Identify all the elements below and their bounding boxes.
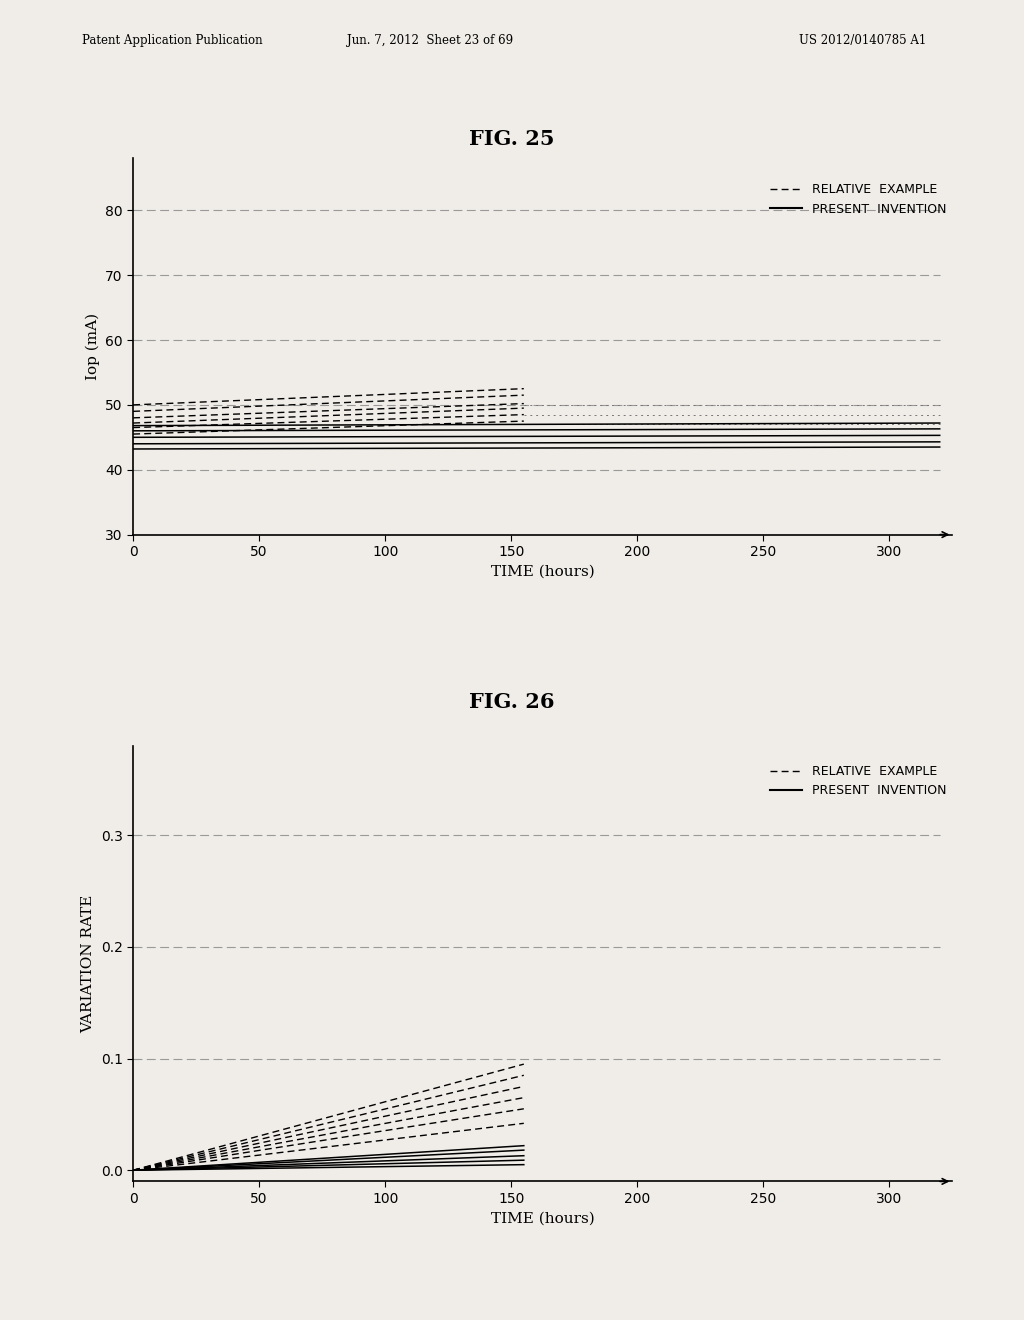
Text: FIG. 25: FIG. 25	[469, 128, 555, 149]
X-axis label: TIME (hours): TIME (hours)	[490, 565, 595, 578]
Text: Jun. 7, 2012  Sheet 23 of 69: Jun. 7, 2012 Sheet 23 of 69	[347, 34, 513, 48]
Text: Patent Application Publication: Patent Application Publication	[82, 34, 262, 48]
Text: US 2012/0140785 A1: US 2012/0140785 A1	[799, 34, 926, 48]
Y-axis label: VARIATION RATE: VARIATION RATE	[81, 895, 95, 1032]
Text: FIG. 26: FIG. 26	[469, 692, 555, 713]
Legend: RELATIVE  EXAMPLE, PRESENT  INVENTION: RELATIVE EXAMPLE, PRESENT INVENTION	[770, 183, 946, 215]
Y-axis label: Iop (mA): Iop (mA)	[85, 313, 99, 380]
Legend: RELATIVE  EXAMPLE, PRESENT  INVENTION: RELATIVE EXAMPLE, PRESENT INVENTION	[770, 766, 946, 797]
X-axis label: TIME (hours): TIME (hours)	[490, 1212, 595, 1225]
